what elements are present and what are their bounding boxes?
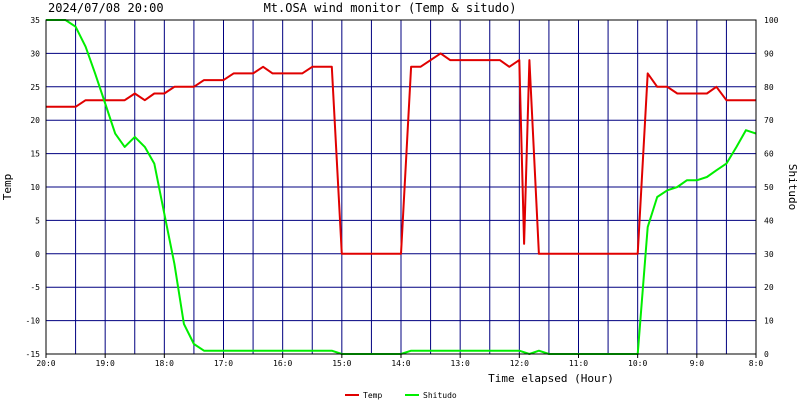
y-axis-left-title: Temp xyxy=(1,174,14,201)
x-tick-label: 8:0 xyxy=(749,359,764,368)
x-tick-label: 16:0 xyxy=(273,359,292,368)
x-tick-label: 9:0 xyxy=(690,359,705,368)
x-tick-label: 12:0 xyxy=(510,359,529,368)
series-lines xyxy=(46,19,757,355)
timestamp-label: 2024/07/08 20:00 xyxy=(48,1,164,15)
y-left-tick-label: -10 xyxy=(26,317,41,326)
x-tick-label: 15:0 xyxy=(332,359,351,368)
y-right-tick-label: 0 xyxy=(764,350,769,359)
y-left-tick-label: 25 xyxy=(30,83,40,92)
x-tick-label: 20:0 xyxy=(36,359,55,368)
x-tick-label: 17:0 xyxy=(214,359,233,368)
chart-title: Mt.OSA wind monitor (Temp & situdo) xyxy=(264,1,517,15)
grid xyxy=(46,20,756,354)
y-left-tick-label: 30 xyxy=(30,49,40,58)
y-left-tick-label: 15 xyxy=(30,150,40,159)
x-tick-label: 11:0 xyxy=(569,359,588,368)
y-left-tick-label: 5 xyxy=(35,216,40,225)
y-right-tick-label: 50 xyxy=(764,183,774,192)
y-right-tick-label: 20 xyxy=(764,283,774,292)
y-left-tick-label: 35 xyxy=(30,16,40,25)
y-right-tick-label: 40 xyxy=(764,216,774,225)
y-right-tick-label: 60 xyxy=(764,150,774,159)
y-right-tick-label: 90 xyxy=(764,49,774,58)
y-left-tick-label: -5 xyxy=(30,283,40,292)
y-left-tick-label: -15 xyxy=(26,350,41,359)
y-right-tick-label: 30 xyxy=(764,250,774,259)
x-tick-label: 13:0 xyxy=(451,359,470,368)
y-right-tick-label: 100 xyxy=(764,16,779,25)
axis-labels: -15 0 -10 10 -5 20 0 30 5 40 10 50 15 60 20 70 25 80 30 90 3… xyxy=(26,16,779,368)
legend: Temp Shitudo xyxy=(345,391,457,400)
y-left-tick-label: 0 xyxy=(35,250,40,259)
y-left-tick-label: 20 xyxy=(30,116,40,125)
y-right-tick-label: 70 xyxy=(764,116,774,125)
x-tick-label: 14:0 xyxy=(391,359,410,368)
series-line-temp xyxy=(46,52,756,255)
y-left-tick-label: 10 xyxy=(30,183,40,192)
x-axis-title: Time elapsed (Hour) xyxy=(488,372,614,385)
legend-label-shitudo: Shitudo xyxy=(423,391,457,400)
y-right-tick-label: 10 xyxy=(764,317,774,326)
series-line-shitudo xyxy=(46,19,757,355)
legend-label-temp: Temp xyxy=(363,391,382,400)
x-tick-label: 19:0 xyxy=(96,359,115,368)
y-right-tick-label: 80 xyxy=(764,83,774,92)
x-tick-label: 10:0 xyxy=(628,359,647,368)
x-tick-label: 18:0 xyxy=(155,359,174,368)
y-axis-right-title: Shitudo xyxy=(786,164,799,210)
